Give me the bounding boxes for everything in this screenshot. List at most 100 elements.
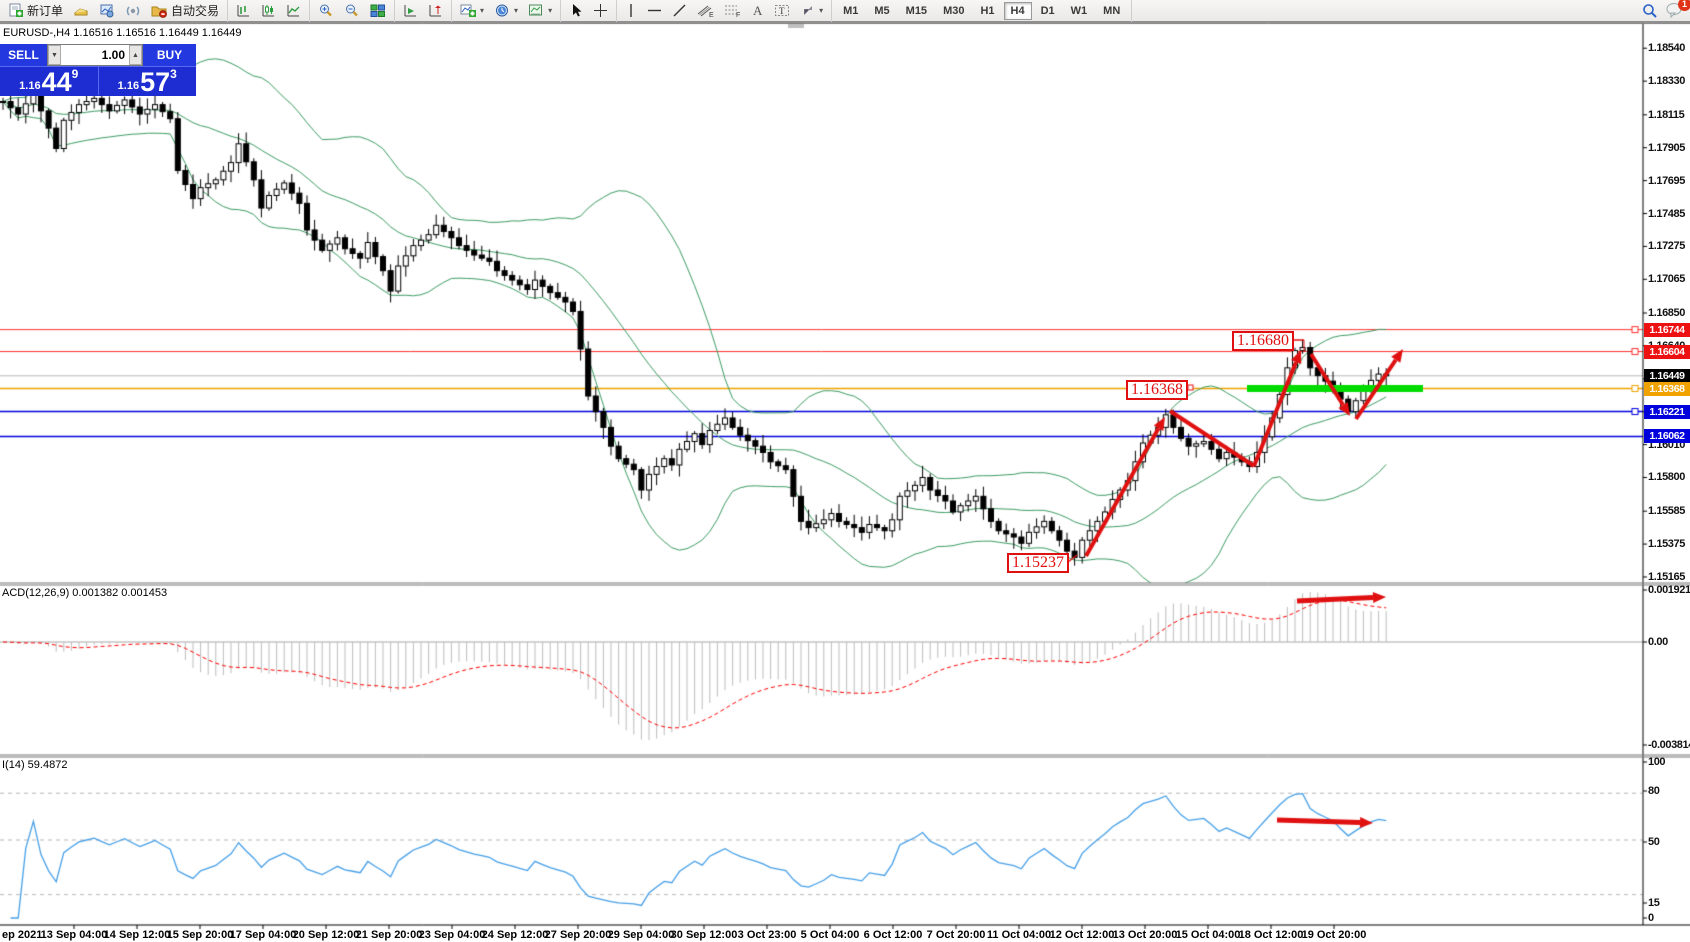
horizontal-line-tool-button[interactable] — [642, 1, 667, 21]
crosshair-icon — [594, 4, 608, 17]
volume-increase-button[interactable]: ▲ — [129, 45, 142, 65]
chart-shift-icon — [429, 5, 442, 17]
price-axis-tick: 1.17065 — [1648, 273, 1685, 286]
svg-text:F: F — [736, 12, 740, 18]
channel-tool-button[interactable]: E — [692, 1, 719, 21]
price-annotation-label-high[interactable]: 1.16680 — [1232, 331, 1294, 351]
time-axis-label: 21 Sep 20:00 — [355, 929, 423, 941]
zoom-out-button[interactable] — [339, 1, 365, 21]
time-axis-label: 13 Oct 20:00 — [1112, 929, 1178, 941]
macd-axis-tick: -0.003814 — [1648, 739, 1690, 751]
new-chart-icon — [460, 4, 477, 17]
time-axis-label: 12 Oct 12:00 — [1049, 929, 1115, 941]
buy-price-sup: 3 — [170, 67, 177, 81]
new-chart-button[interactable]: ▾ — [455, 1, 489, 21]
text-tool-button[interactable]: A — [746, 1, 769, 21]
macd-axis-tick: 0.00 — [1648, 636, 1668, 648]
bar-chart-icon — [237, 5, 250, 17]
autotrading-button[interactable]: 自动交易 — [146, 1, 224, 21]
price-axis-tick: 1.15585 — [1648, 505, 1685, 518]
autotrading-icon — [151, 6, 167, 18]
timeframe-button-mn[interactable]: MN — [1103, 4, 1121, 17]
templates-button[interactable]: ▾ — [523, 1, 557, 21]
svg-text:E: E — [709, 12, 714, 18]
periods-button[interactable]: ▾ — [489, 1, 523, 21]
one-click-trading-panel: SELL ▼ ▲ BUY 1.16 44 9 1.16 57 3 — [0, 44, 196, 96]
candlestick-mode-button[interactable] — [256, 1, 281, 21]
notifications-button[interactable]: 1 — [1666, 0, 1690, 21]
new-order-icon — [9, 3, 23, 17]
market-watch-icon — [74, 8, 88, 16]
timeframe-button-m15[interactable]: M15 — [905, 4, 928, 17]
buy-button[interactable]: BUY — [143, 44, 196, 66]
price-axis-tick: 1.17275 — [1648, 240, 1685, 253]
chart-shift-button[interactable] — [423, 1, 448, 21]
bar-chart-mode-button[interactable] — [231, 1, 256, 21]
timeframe-button-m5[interactable]: M5 — [874, 4, 890, 17]
macd-indicator-label: ACD(12,26,9) 0.001382 0.001453 — [2, 587, 168, 599]
price-badge: 1.16744 — [1644, 322, 1690, 337]
volume-input[interactable] — [61, 45, 129, 65]
cursor-tool-button[interactable] — [564, 1, 588, 21]
volume-stepper: ▼ ▲ — [47, 44, 143, 66]
market-watch-button[interactable] — [68, 1, 94, 21]
time-axis-label: 24 Sep 12:00 — [481, 929, 549, 941]
auto-scroll-icon — [404, 5, 417, 17]
clock-icon — [496, 4, 509, 17]
time-axis-label: 5 Oct 04:00 — [800, 929, 860, 941]
price-axis-tick: 1.15165 — [1648, 570, 1685, 583]
vertical-line-tool-button[interactable] — [620, 1, 642, 21]
price-annotation-label-low[interactable]: 1.15237 — [1007, 553, 1069, 573]
timeframe-button-m30[interactable]: M30 — [943, 4, 965, 17]
new-order-label: 新订单 — [27, 4, 64, 18]
text-label-icon: T — [775, 5, 790, 16]
line-chart-mode-button[interactable] — [281, 1, 306, 21]
templates-icon — [529, 4, 543, 16]
text-icon: A — [753, 3, 763, 18]
signals-button[interactable] — [120, 1, 146, 21]
buy-price-big: 57 — [140, 67, 171, 97]
arrow-objects-icon — [804, 6, 813, 15]
timeframe-button-h4[interactable]: H4 — [1003, 1, 1032, 20]
price-axis-tick: 1.17485 — [1648, 207, 1685, 220]
timeframe-button-w1[interactable]: W1 — [1070, 4, 1088, 17]
fibonacci-icon: F — [725, 5, 740, 18]
svg-text:A: A — [753, 3, 763, 18]
horizontal-line-icon — [648, 9, 662, 12]
time-axis-label: 6 Oct 12:00 — [863, 929, 923, 941]
price-badge: 1.16449 — [1644, 368, 1690, 383]
chevron-down-icon: ▾ — [514, 6, 519, 15]
time-axis-label: 23 Sep 04:00 — [418, 929, 486, 941]
chevron-down-icon: ▾ — [548, 6, 553, 15]
search-icon[interactable] — [1642, 3, 1658, 19]
trendline-tool-button[interactable] — [667, 1, 692, 21]
candlestick-icon — [262, 5, 275, 17]
auto-scroll-button[interactable] — [398, 1, 423, 21]
time-axis-label: 14 Sep 12:00 — [103, 929, 171, 941]
tile-windows-button[interactable] — [365, 1, 391, 21]
arrows-tool-button[interactable]: ▾ — [795, 1, 828, 21]
notification-count-badge: 1 — [1678, 0, 1690, 11]
sell-price: 1.16 44 9 — [0, 67, 98, 96]
zoom-in-button[interactable] — [313, 1, 339, 21]
new-order-button[interactable]: 新订单 — [3, 1, 68, 21]
fibonacci-tool-button[interactable]: F — [719, 1, 746, 21]
price-axis-tick: 1.15800 — [1648, 471, 1685, 484]
price-annotation-label-pivot[interactable]: 1.16368 — [1126, 380, 1188, 400]
timeframe-button-h1[interactable]: H1 — [980, 4, 995, 17]
price-divider — [97, 67, 99, 95]
crosshair-tool-button[interactable] — [588, 1, 613, 21]
time-axis-label: 17 Sep 04:00 — [229, 929, 297, 941]
rsi-axis-tick: 50 — [1648, 836, 1660, 848]
rsi-axis-tick: 80 — [1648, 785, 1660, 797]
data-window-button[interactable] — [94, 1, 120, 21]
timeframe-button-d1[interactable]: D1 — [1040, 4, 1055, 17]
sell-button[interactable]: SELL — [0, 44, 47, 66]
timeframe-button-m1[interactable]: M1 — [843, 4, 859, 17]
time-axis-label: 11 Oct 04:00 — [986, 929, 1052, 941]
price-axis-tick: 1.18330 — [1648, 75, 1685, 88]
text-label-tool-button[interactable]: T — [769, 1, 795, 21]
volume-decrease-button[interactable]: ▼ — [48, 45, 61, 65]
